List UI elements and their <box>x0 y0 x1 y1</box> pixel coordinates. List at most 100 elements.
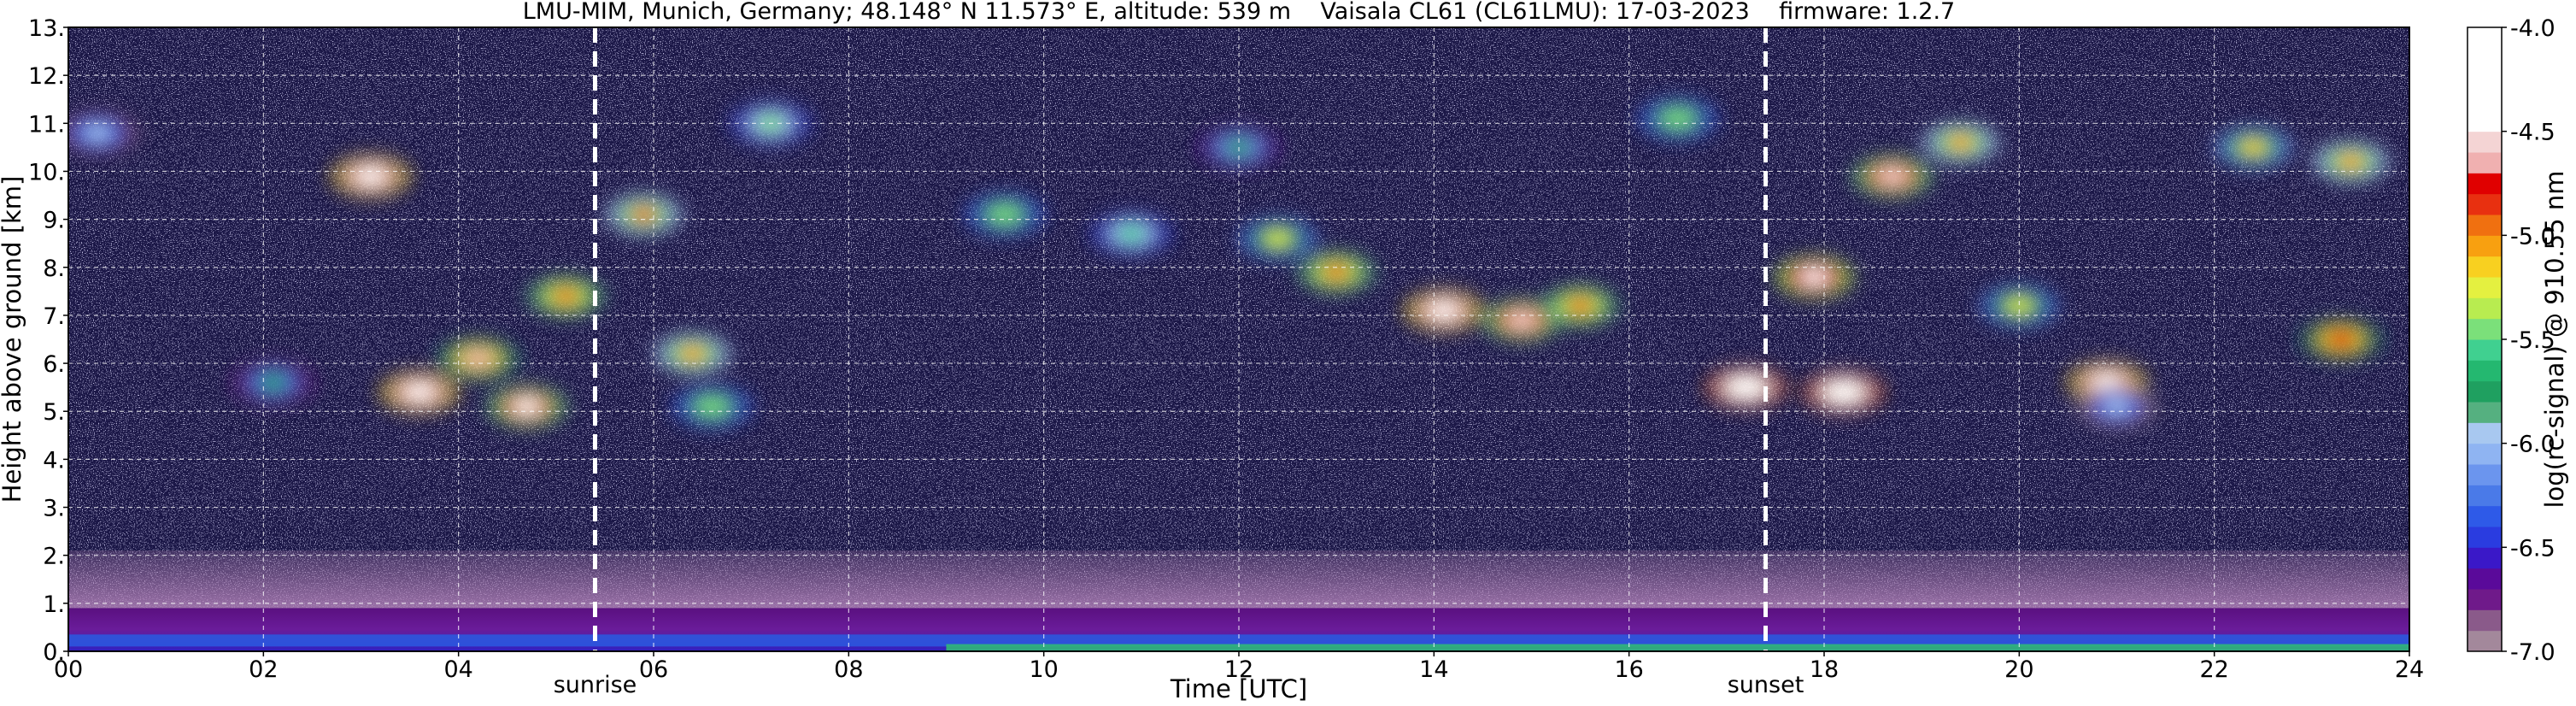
cloud-core <box>2103 397 2131 415</box>
cloud-core <box>698 397 726 415</box>
event-label: sunset <box>1728 672 1804 698</box>
y-axis-label: Height above ground [km] <box>0 176 26 503</box>
colorbar-cell <box>2467 547 2502 569</box>
y-tick-label: 8. <box>43 256 65 282</box>
colorbar-cell <box>2467 131 2502 153</box>
cloud-returns <box>68 96 2392 429</box>
cloud-core <box>1664 109 1692 127</box>
y-tick-label: 13. <box>28 15 65 42</box>
colorbar-cell <box>2467 256 2502 278</box>
colorbar-cell <box>2467 339 2502 361</box>
colorbar-cell <box>2467 422 2502 444</box>
colorbar-cell <box>2467 68 2502 91</box>
x-tick-label: 16 <box>1614 656 1643 683</box>
cloud-core <box>630 206 658 223</box>
y-tick-label: 2. <box>43 544 65 570</box>
cloud-core <box>1118 225 1146 243</box>
cloud-core <box>513 397 541 415</box>
cloud-core <box>2239 138 2268 156</box>
colorbar-cell <box>2467 110 2502 132</box>
y-tick-label: 4. <box>43 447 65 474</box>
colorbar-cells <box>2467 27 2502 652</box>
cloud-core <box>2337 153 2365 171</box>
cloud-core <box>1800 268 1828 285</box>
colorbar-cell <box>2467 485 2502 507</box>
cloud-core <box>406 383 433 401</box>
y-tick-label: 12. <box>28 63 65 90</box>
cloud-core <box>1946 133 1975 151</box>
colorbar-cell <box>2467 235 2502 257</box>
x-tick-label: 10 <box>1029 656 1058 683</box>
colorbar-tick-label: -5.5 <box>2510 327 2555 354</box>
colorbar-cell <box>2467 173 2502 195</box>
event-lines <box>593 27 1768 651</box>
colorbar-cell <box>2467 48 2502 70</box>
cloud-core <box>678 344 707 362</box>
colorbar-cell <box>2467 193 2502 215</box>
surface-band <box>946 644 2409 651</box>
x-tick-label: 22 <box>2199 656 2228 683</box>
y-tick-label: 0. <box>43 639 65 666</box>
x-tick-label: 18 <box>1810 656 1839 683</box>
colorbar-cell <box>2467 505 2502 527</box>
colorbar-cell <box>2467 589 2502 610</box>
y-axis-ticks: 0. 1. 2. 3. 4. 5. 6. 7. 8. 9. 10. 11. 12. 13. <box>28 15 68 666</box>
colorbar-cell <box>2467 402 2502 423</box>
cloud-core <box>259 374 287 391</box>
x-axis-ticks: 00 02 04 06 08 10 12 14 16 18 20 22 24 <box>54 651 2424 683</box>
colorbar-cell <box>2467 27 2502 49</box>
x-tick-label: 24 <box>2395 656 2424 683</box>
cloud-core <box>2327 331 2356 348</box>
cloud-core <box>2005 297 2033 315</box>
cloud-core <box>1429 302 1458 320</box>
x-tick-label: 02 <box>249 656 278 683</box>
cloud-core <box>1878 168 1906 185</box>
colorbar-cell <box>2467 568 2502 590</box>
plot-area <box>67 26 2410 652</box>
x-tick-label: 06 <box>639 656 668 683</box>
cloud-core <box>1829 383 1857 401</box>
colorbar-cell <box>2467 152 2502 174</box>
colorbar-label: log(rc-signal) @ 910.55 nm <box>2540 170 2569 508</box>
y-tick-label: 5. <box>43 399 65 426</box>
x-tick-label: 08 <box>834 656 863 683</box>
event-labels: sunrise sunset <box>554 672 1804 698</box>
x-tick-label: 20 <box>2004 656 2033 683</box>
x-tick-label: 14 <box>1419 656 1448 683</box>
cloud-core <box>1264 230 1292 248</box>
y-tick-label: 7. <box>43 303 65 330</box>
cloud-core <box>552 287 580 305</box>
colorbar-tick-label: -4.0 <box>2510 15 2555 42</box>
colorbar-cell <box>2467 360 2502 382</box>
colorbar-tick-label: -7.0 <box>2510 639 2555 666</box>
cloud-core <box>84 124 112 142</box>
cloud-core <box>1508 311 1536 329</box>
colorbar-cell <box>2467 90 2502 111</box>
colorbar-cell <box>2467 215 2502 236</box>
y-tick-label: 11. <box>28 111 65 138</box>
colorbar-cell <box>2467 630 2502 652</box>
colorbar-tick-label: -4.5 <box>2510 120 2555 146</box>
x-tick-label: 04 <box>443 656 472 683</box>
colorbar-cell <box>2467 277 2502 298</box>
cloud-core <box>1566 297 1594 315</box>
y-tick-label: 10. <box>28 159 65 185</box>
colorbar: -4.0 -4.5 -5.0 -5.5 -6.0 -6.5 -7.0 log(rc-sign… <box>2467 15 2569 666</box>
x-tick-label: 12 <box>1224 656 1253 683</box>
colorbar-cell <box>2467 297 2502 320</box>
x-axis-label: Time [UTC] <box>1170 674 1307 703</box>
y-tick-label: 1. <box>43 591 65 618</box>
colorbar-tick-label: -5.0 <box>2510 223 2555 250</box>
cloud-core <box>1323 263 1351 281</box>
colorbar-cell <box>2467 380 2502 403</box>
y-tick-label: 3. <box>43 496 65 522</box>
grid-lines <box>68 27 2409 651</box>
event-label: sunrise <box>554 672 637 698</box>
cloud-core <box>356 168 384 185</box>
colorbar-cell <box>2467 609 2502 632</box>
colorbar-cell <box>2467 318 2502 340</box>
y-tick-label: 9. <box>43 208 65 234</box>
cloud-core <box>464 350 492 368</box>
cloud-core <box>991 206 1018 223</box>
